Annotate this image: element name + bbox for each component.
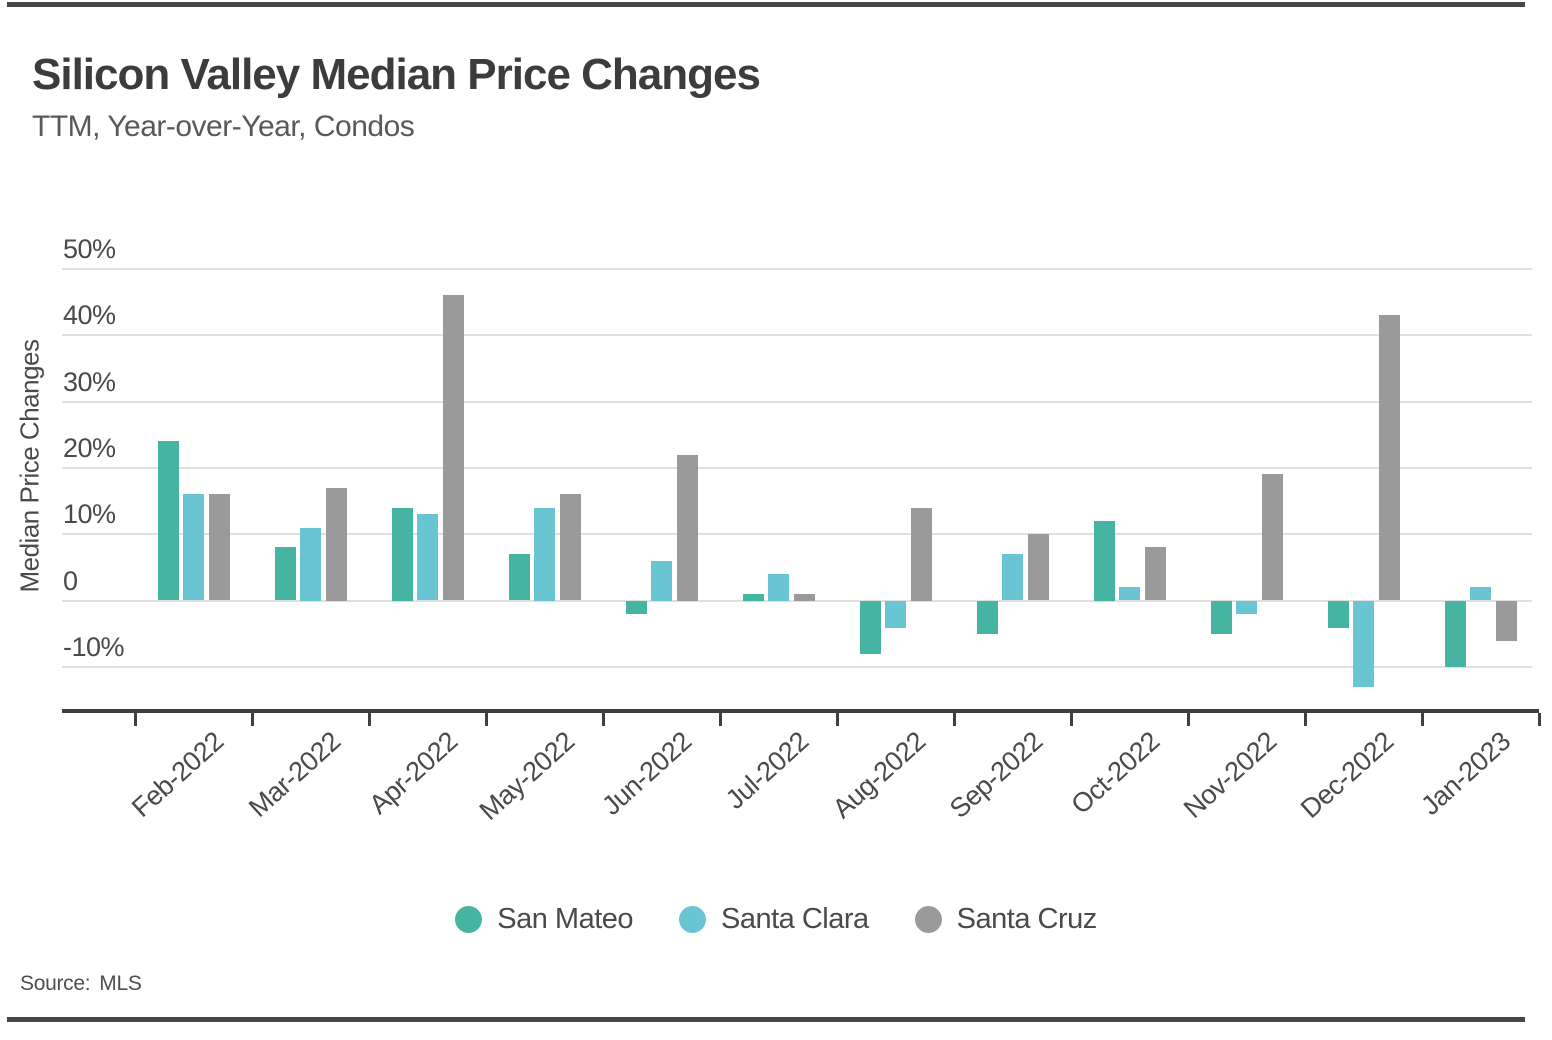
- x-axis-tick: [485, 713, 488, 726]
- gridline: [62, 666, 1532, 668]
- bar-san-mateo-jan-2023[interactable]: [1445, 601, 1466, 667]
- bar-santa-cruz-jun-2022[interactable]: [677, 455, 698, 601]
- legend: San Mateo Santa Clara Santa Cruz: [0, 903, 1552, 936]
- gridline: [62, 533, 1532, 535]
- bar-santa-cruz-apr-2022[interactable]: [443, 295, 464, 600]
- gridline: [62, 600, 1532, 602]
- y-tick-label: 30%: [63, 367, 116, 397]
- x-axis-label-dec-2022: Dec-2022: [1294, 726, 1400, 824]
- x-axis-label-sep-2022: Sep-2022: [943, 726, 1049, 824]
- bar-santa-cruz-oct-2022[interactable]: [1145, 547, 1166, 600]
- x-axis-label-apr-2022: Apr-2022: [363, 726, 464, 820]
- x-axis-label-mar-2022: Mar-2022: [243, 726, 347, 823]
- legend-label-santa-clara: Santa Clara: [721, 903, 869, 935]
- legend-label-san-mateo: San Mateo: [497, 903, 634, 935]
- x-axis-tick: [251, 713, 254, 726]
- x-axis-label-aug-2022: Aug-2022: [826, 726, 932, 824]
- x-axis-label-jun-2022: Jun-2022: [596, 726, 698, 821]
- source-label: Source:: [20, 972, 91, 995]
- bar-san-mateo-apr-2022[interactable]: [392, 508, 413, 601]
- x-axis-label-jul-2022: Jul-2022: [719, 726, 815, 815]
- top-border-rule: [7, 2, 1525, 7]
- y-tick-label: 40%: [63, 300, 116, 330]
- legend-swatch-san-mateo-icon: [455, 906, 483, 933]
- bar-san-mateo-may-2022[interactable]: [509, 554, 530, 600]
- bar-santa-cruz-sep-2022[interactable]: [1028, 534, 1049, 600]
- bar-san-mateo-jul-2022[interactable]: [743, 594, 764, 601]
- y-tick-label: -10%: [63, 632, 125, 662]
- bar-santa-clara-jun-2022[interactable]: [651, 561, 672, 601]
- x-axis-tick: [1070, 713, 1073, 726]
- x-axis-tick: [1304, 713, 1307, 726]
- bar-santa-cruz-nov-2022[interactable]: [1262, 474, 1283, 600]
- bar-santa-cruz-feb-2022[interactable]: [209, 494, 230, 600]
- bar-san-mateo-dec-2022[interactable]: [1328, 601, 1349, 628]
- y-tick-label: 10%: [63, 499, 116, 529]
- x-axis-label-may-2022: May-2022: [473, 726, 581, 826]
- y-tick-label: 20%: [63, 433, 116, 463]
- x-axis-tick: [368, 713, 371, 726]
- bar-santa-clara-feb-2022[interactable]: [183, 494, 204, 600]
- bar-san-mateo-nov-2022[interactable]: [1211, 601, 1232, 634]
- x-axis-tick: [836, 713, 839, 726]
- gridline: [62, 334, 1532, 336]
- bar-santa-cruz-mar-2022[interactable]: [326, 488, 347, 601]
- y-tick-label: 50%: [63, 234, 116, 264]
- y-tick-label: 0: [63, 566, 78, 596]
- x-axis-line: [62, 709, 1539, 713]
- bar-santa-cruz-may-2022[interactable]: [560, 494, 581, 600]
- legend-swatch-santa-cruz-icon: [914, 906, 942, 933]
- x-axis-label-feb-2022: Feb-2022: [126, 726, 230, 823]
- x-axis-label-oct-2022: Oct-2022: [1065, 726, 1166, 820]
- x-axis-label-nov-2022: Nov-2022: [1177, 726, 1283, 824]
- bar-santa-clara-dec-2022[interactable]: [1353, 601, 1374, 687]
- bottom-border-rule: [7, 1017, 1525, 1022]
- source-note: Source: MLS: [20, 972, 142, 996]
- bar-san-mateo-aug-2022[interactable]: [860, 601, 881, 654]
- x-axis-tick: [602, 713, 605, 726]
- legend-label-santa-cruz: Santa Cruz: [956, 903, 1098, 935]
- bar-santa-clara-jul-2022[interactable]: [768, 574, 789, 601]
- x-axis-tick: [134, 713, 137, 726]
- bar-san-mateo-oct-2022[interactable]: [1094, 521, 1115, 601]
- bar-santa-clara-apr-2022[interactable]: [417, 514, 438, 600]
- bar-santa-clara-mar-2022[interactable]: [300, 528, 321, 601]
- bar-san-mateo-jun-2022[interactable]: [626, 601, 647, 614]
- source-value: MLS: [99, 972, 142, 995]
- gridline: [62, 401, 1532, 403]
- bar-santa-cruz-aug-2022[interactable]: [911, 508, 932, 601]
- bar-santa-clara-oct-2022[interactable]: [1119, 587, 1140, 600]
- x-axis-tick: [1538, 713, 1541, 726]
- chart-subtitle: TTM, Year-over-Year, Condos: [32, 110, 415, 143]
- gridline: [62, 268, 1532, 270]
- bar-santa-clara-may-2022[interactable]: [534, 508, 555, 601]
- gridline: [62, 467, 1532, 469]
- x-axis-tick: [719, 713, 722, 726]
- legend-swatch-santa-clara-icon: [679, 906, 707, 933]
- x-axis-tick: [953, 713, 956, 726]
- bar-santa-cruz-jul-2022[interactable]: [794, 594, 815, 601]
- x-axis-tick: [1421, 713, 1424, 726]
- bar-san-mateo-sep-2022[interactable]: [977, 601, 998, 634]
- bar-san-mateo-mar-2022[interactable]: [275, 547, 296, 600]
- legend-item-san-mateo: San Mateo: [455, 903, 634, 936]
- chart-title: Silicon Valley Median Price Changes: [32, 50, 761, 99]
- legend-item-santa-clara: Santa Clara: [679, 903, 869, 936]
- bar-santa-clara-sep-2022[interactable]: [1002, 554, 1023, 600]
- bar-santa-clara-jan-2023[interactable]: [1470, 587, 1491, 600]
- bar-santa-cruz-dec-2022[interactable]: [1379, 315, 1400, 600]
- bar-santa-clara-nov-2022[interactable]: [1236, 601, 1257, 614]
- bar-santa-clara-aug-2022[interactable]: [885, 601, 906, 628]
- x-axis-tick: [1187, 713, 1190, 726]
- legend-item-santa-cruz: Santa Cruz: [914, 903, 1098, 936]
- bar-santa-cruz-jan-2023[interactable]: [1496, 601, 1517, 641]
- bar-san-mateo-feb-2022[interactable]: [158, 441, 179, 600]
- x-axis-label-jan-2023: Jan-2023: [1415, 726, 1517, 821]
